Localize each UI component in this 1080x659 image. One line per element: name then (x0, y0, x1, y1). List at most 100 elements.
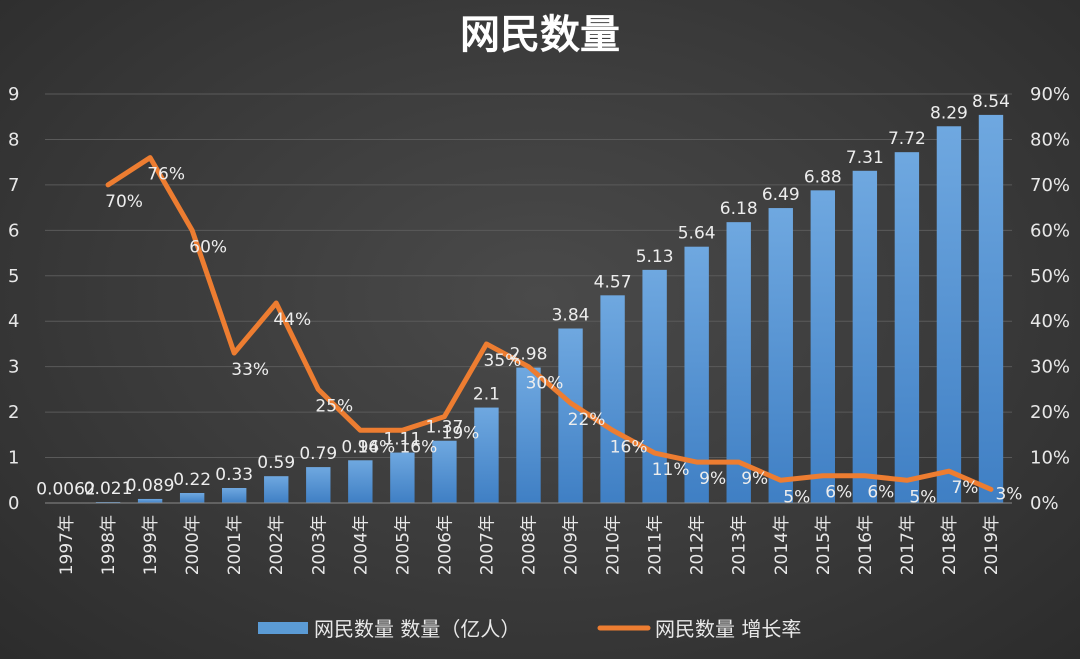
bar (726, 222, 751, 504)
line-value-label: 9% (741, 469, 768, 489)
bar-value-label: 0.22 (173, 470, 211, 490)
x-tick-label: 1997年 (57, 515, 77, 575)
y-left-tick-label: 9 (8, 84, 19, 105)
bar-value-label: 0.94 (341, 437, 379, 457)
bar (348, 460, 373, 503)
line-value-label: 76% (147, 165, 185, 185)
line-value-label: 44% (273, 310, 311, 330)
x-tick-label: 2000年 (183, 515, 203, 575)
line-value-label: 3% (995, 484, 1022, 504)
x-tick-label: 2007年 (477, 515, 497, 575)
x-tick-label: 2004年 (351, 515, 371, 575)
bar (306, 467, 331, 503)
bar (768, 208, 793, 503)
bar (474, 407, 499, 503)
y-left-tick-label: 3 (8, 357, 19, 378)
x-tick-label: 2019年 (982, 515, 1002, 575)
bar-value-label: 6.88 (804, 167, 842, 187)
y-left-tick-label: 0 (8, 493, 19, 514)
y-left-tick-label: 1 (8, 448, 19, 469)
y-right-tick-label: 10% (1030, 448, 1070, 469)
legend-bar-swatch (258, 622, 308, 634)
x-tick-label: 2011年 (646, 515, 666, 575)
line-value-label: 16% (399, 437, 437, 457)
x-tick-label: 2012年 (688, 515, 708, 575)
y-left-tick-label: 8 (8, 129, 19, 150)
line-value-label: 5% (783, 487, 810, 507)
x-tick-label: 2001年 (225, 515, 245, 575)
line-value-label: 7% (951, 478, 978, 498)
x-tick-label: 2013年 (730, 515, 750, 575)
line-value-label: 25% (315, 396, 353, 416)
bar (936, 126, 962, 503)
bar-value-label: 2.98 (510, 345, 548, 365)
bar (978, 114, 1004, 503)
x-tick-label: 2018年 (940, 515, 960, 575)
x-tick-label: 2009年 (562, 515, 582, 575)
bar-value-label: 2.1 (473, 385, 500, 405)
growth-rate-line (105, 155, 994, 492)
line-value-label: 16% (357, 437, 395, 457)
bar-value-label: 8.54 (972, 92, 1010, 112)
line-value-label: 16% (610, 437, 648, 457)
y-right-tick-label: 50% (1030, 266, 1070, 287)
x-tick-label: 2017年 (898, 515, 918, 575)
y-right-tick-label: 0% (1030, 493, 1059, 514)
bar-value-label: 7.31 (846, 148, 884, 168)
y-right-tick-label: 80% (1030, 129, 1070, 150)
bar-value-label: 3.84 (552, 305, 590, 325)
y-left-tick-label: 2 (8, 402, 19, 423)
x-tick-label: 2016年 (856, 515, 876, 575)
line-value-label: 6% (867, 483, 894, 503)
bar (810, 190, 835, 503)
y-left-tick-label: 4 (8, 311, 19, 332)
line-series (105, 155, 994, 492)
bar-value-label: 1.37 (425, 418, 463, 438)
y-left-tick-label: 5 (8, 266, 19, 287)
bar-value-label: 0.33 (215, 465, 253, 485)
bar-value-label: 0.79 (299, 444, 337, 464)
bar-value-label: 5.13 (636, 247, 674, 267)
line-value-label: 22% (568, 410, 606, 430)
bar-value-label: 6.49 (762, 185, 800, 205)
line-value-label: 35% (484, 351, 522, 371)
line-value-label: 60% (189, 237, 227, 257)
y-right-tick-label: 90% (1030, 84, 1070, 105)
bar-value-label: 4.57 (594, 272, 632, 292)
bar (894, 152, 920, 503)
line-value-label: 5% (909, 487, 936, 507)
x-tick-label: 2008年 (520, 515, 540, 575)
x-tick-label: 2003年 (309, 515, 329, 575)
x-tick-label: 1998年 (99, 515, 119, 575)
y-left-tick-label: 6 (8, 220, 19, 241)
bar (516, 367, 541, 503)
x-tick-label: 2002年 (267, 515, 287, 575)
line-value-label: 11% (652, 460, 690, 480)
bar-value-label: 0.089 (126, 476, 175, 496)
bar (137, 498, 163, 503)
bar (222, 488, 247, 503)
legend-bar-label: 网民数量 数量（亿人） (314, 617, 520, 641)
bar (558, 328, 583, 503)
x-tick-label: 2006年 (435, 515, 455, 575)
line-value-label: 33% (231, 360, 269, 380)
x-tick-label: 2015年 (814, 515, 834, 575)
bar-value-label: 8.29 (930, 103, 968, 123)
bar-value-label: 0.59 (257, 453, 295, 473)
legend-line-label: 网民数量 增长率 (655, 617, 801, 641)
axes: 01234567890%10%20%30%40%50%60%70%80%90%1… (8, 84, 1070, 575)
bar (600, 295, 625, 503)
y-right-tick-label: 70% (1030, 175, 1070, 196)
bar-value-label: 0.021 (84, 479, 133, 499)
bar-value-label: 6.18 (720, 199, 758, 219)
bar (432, 440, 457, 503)
x-tick-label: 2014年 (772, 515, 792, 575)
chart-title: 网民数量 (460, 12, 620, 58)
bar-value-label: 7.72 (888, 129, 926, 149)
line-value-label: 6% (825, 483, 852, 503)
legend: 网民数量 数量（亿人） 网民数量 增长率 (258, 617, 801, 641)
line-value-label: 9% (699, 469, 726, 489)
bar-value-label: 0.0062 (36, 480, 95, 500)
